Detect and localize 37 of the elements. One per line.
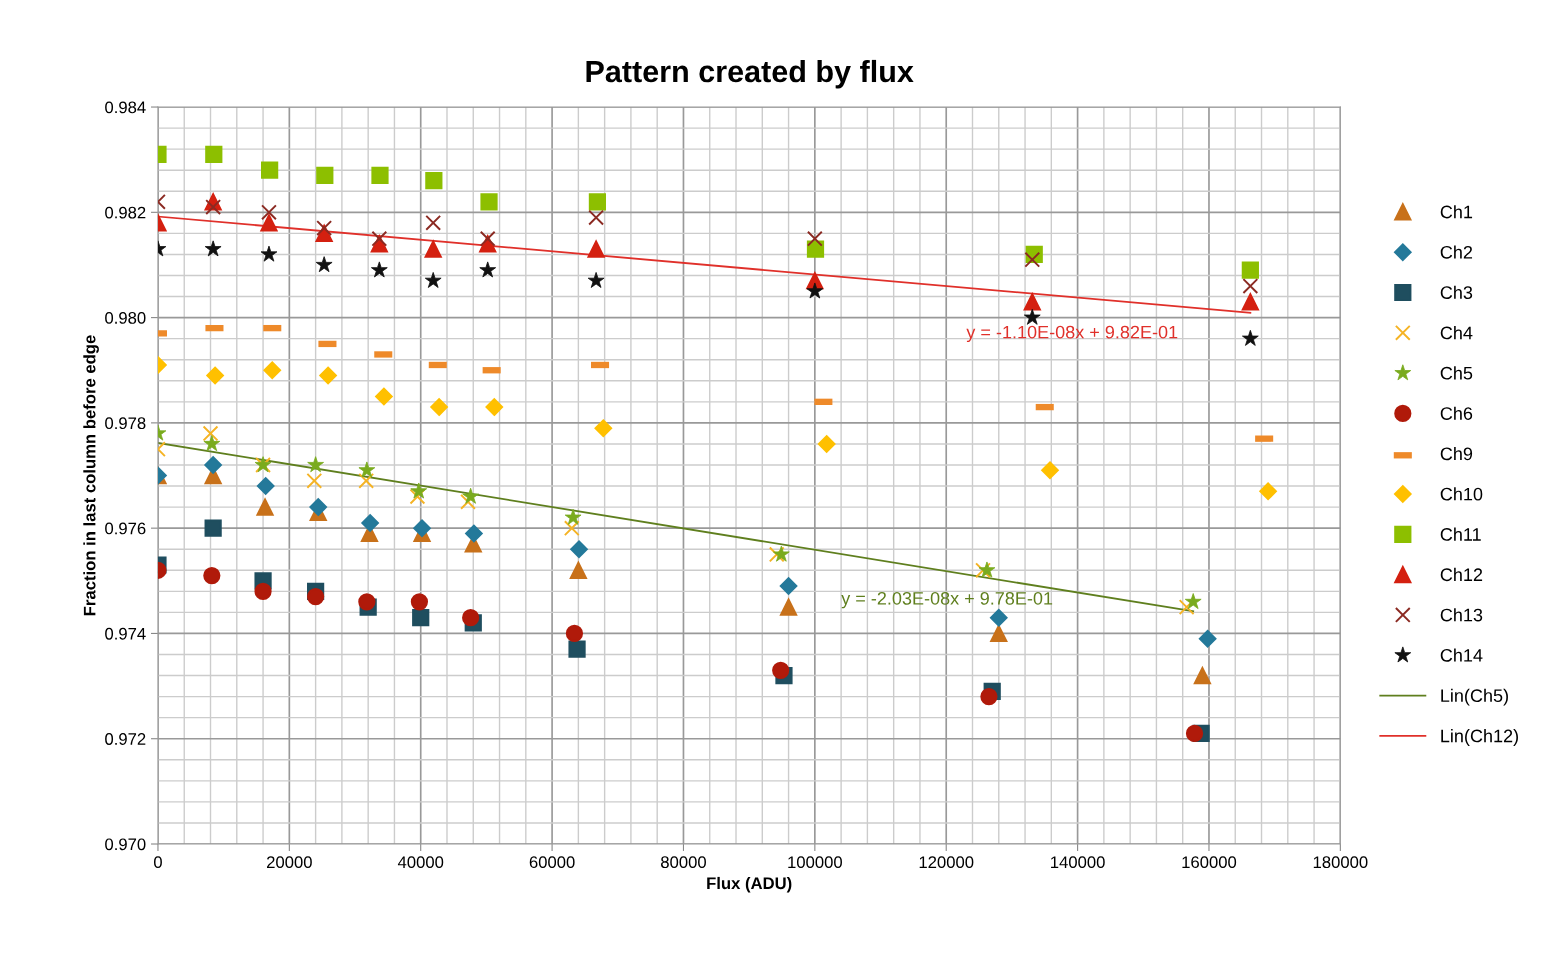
y-axis-title: Fraction in last column before edge xyxy=(83,335,99,616)
legend-label: Ch6 xyxy=(1440,406,1473,420)
y-tick-label: 0.972 xyxy=(105,733,146,745)
legend-label: Ch10 xyxy=(1440,487,1483,501)
x-tick-label: 160000 xyxy=(1182,856,1237,869)
x-axis-title: Flux (ADU) xyxy=(707,876,792,893)
legend-label: Ch5 xyxy=(1440,366,1473,380)
annotation: y = -1.10E-08x + 9.82E-01 xyxy=(966,325,1178,343)
legend-label: Ch13 xyxy=(1440,608,1483,622)
y-tick-label: 0.974 xyxy=(105,627,146,640)
x-tick-label: 80000 xyxy=(661,856,706,869)
chart-title: Pattern created by flux xyxy=(586,59,914,89)
legend-label: Ch11 xyxy=(1440,527,1481,541)
legend-label: Lin(Ch5) xyxy=(1441,688,1508,706)
legend-label: Ch2 xyxy=(1440,245,1473,259)
legend-label: Ch3 xyxy=(1440,285,1473,299)
legend-label: Ch12 xyxy=(1440,567,1483,582)
x-tick-label: 0 xyxy=(153,856,162,869)
x-tick-label: 60000 xyxy=(529,856,575,869)
legend-label: Ch1 xyxy=(1440,205,1473,219)
x-tick-label: 100000 xyxy=(788,856,842,869)
x-tick-label: 20000 xyxy=(267,856,312,869)
legend-label: Lin(Ch12) xyxy=(1441,729,1518,746)
y-tick-label: 0.980 xyxy=(105,312,146,324)
x-tick-label: 120000 xyxy=(919,856,974,869)
x-tick-label: 140000 xyxy=(1051,856,1105,869)
x-tick-label: 40000 xyxy=(397,856,444,869)
y-tick-label: 0.976 xyxy=(105,522,146,535)
x-tick-label: 180000 xyxy=(1313,856,1368,869)
legend-label: Ch9 xyxy=(1440,446,1473,461)
legend-label: Ch4 xyxy=(1440,326,1473,340)
y-tick-label: 0.978 xyxy=(105,417,146,430)
y-tick-label: 0.982 xyxy=(105,206,146,219)
legend-label: Ch14 xyxy=(1440,648,1483,662)
y-tick-label: 0.970 xyxy=(105,838,146,851)
annotation: y = -2.03E-08x + 9.78E-01 xyxy=(841,591,1053,609)
y-tick-label: 0.984 xyxy=(105,101,146,114)
